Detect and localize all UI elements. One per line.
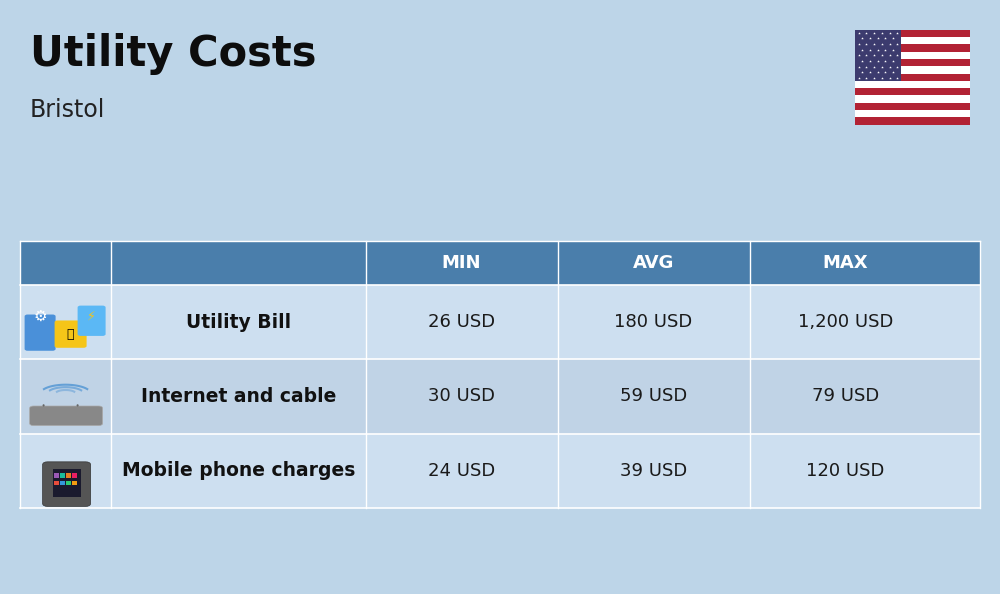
FancyBboxPatch shape	[25, 315, 56, 350]
Bar	[54, 481, 59, 485]
Text: Bristol: Bristol	[30, 98, 105, 122]
Text: Utility Bill: Utility Bill	[186, 313, 291, 331]
Text: 120 USD: 120 USD	[806, 462, 885, 480]
Bar	[855, 30, 970, 125]
Bar	[54, 473, 59, 478]
Text: 180 USD: 180 USD	[614, 313, 693, 331]
Bar	[855, 110, 970, 118]
Bar	[20, 359, 980, 434]
Text: MIN: MIN	[442, 254, 481, 272]
Bar	[855, 52, 970, 59]
Bar	[53, 469, 81, 497]
Text: Mobile phone charges: Mobile phone charges	[122, 462, 355, 480]
Bar	[855, 30, 901, 81]
Text: 39 USD: 39 USD	[620, 462, 687, 480]
Bar	[855, 37, 970, 45]
Text: 59 USD: 59 USD	[620, 387, 687, 406]
Bar	[855, 67, 970, 74]
Text: MAX: MAX	[823, 254, 868, 272]
Text: 24 USD: 24 USD	[428, 462, 495, 480]
Text: Utility Costs: Utility Costs	[30, 33, 316, 75]
Bar	[20, 241, 980, 285]
Bar	[66, 473, 71, 478]
FancyBboxPatch shape	[55, 321, 87, 347]
FancyBboxPatch shape	[30, 406, 103, 425]
Bar	[855, 81, 970, 88]
Bar	[855, 96, 970, 103]
Text: 79 USD: 79 USD	[812, 387, 879, 406]
Text: 1,200 USD: 1,200 USD	[798, 313, 893, 331]
Bar	[20, 285, 980, 359]
FancyBboxPatch shape	[43, 462, 91, 506]
Bar	[60, 473, 65, 478]
Text: ⚡: ⚡	[87, 310, 96, 323]
Text: Internet and cable: Internet and cable	[141, 387, 336, 406]
Bar	[72, 481, 77, 485]
Bar	[20, 434, 980, 508]
FancyBboxPatch shape	[78, 305, 106, 336]
Bar	[66, 481, 71, 485]
Bar	[60, 481, 65, 485]
Text: 30 USD: 30 USD	[428, 387, 495, 406]
Bar	[72, 473, 77, 478]
Text: 26 USD: 26 USD	[428, 313, 495, 331]
Text: 🔌: 🔌	[67, 328, 74, 340]
Text: ⚙: ⚙	[34, 309, 47, 324]
Text: AVG: AVG	[633, 254, 674, 272]
